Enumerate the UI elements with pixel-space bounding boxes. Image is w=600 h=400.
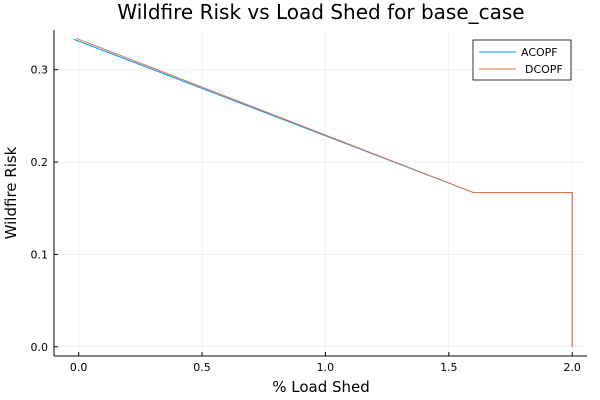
axes xyxy=(53,30,587,357)
legend-label-dcopf: DCOPF xyxy=(525,63,563,76)
chart-title: Wildfire Risk vs Load Shed for base_case xyxy=(117,0,524,24)
x-tick-label: 0.0 xyxy=(70,361,88,374)
y-axis-ticks: 0.0 0.1 0.2 0.3 xyxy=(31,64,58,354)
legend: ACOPF DCOPF xyxy=(472,39,572,81)
series-lines xyxy=(73,37,573,347)
series-line-dcopf xyxy=(76,37,573,347)
y-tick-label: 0.0 xyxy=(31,341,49,354)
x-tick-label: 0.5 xyxy=(193,361,211,374)
x-tick-label: 1.5 xyxy=(440,361,458,374)
x-tick-label: 1.0 xyxy=(317,361,335,374)
x-tick-label: 2.0 xyxy=(563,361,581,374)
plot-area: 0.0 0.5 1.0 1.5 2.0 0.0 0.1 0.2 0.3 xyxy=(31,30,587,374)
y-tick-label: 0.2 xyxy=(31,156,49,169)
x-axis-title: % Load Shed xyxy=(272,378,370,396)
x-axis-ticks: 0.0 0.5 1.0 1.5 2.0 xyxy=(70,352,581,374)
y-tick-label: 0.3 xyxy=(31,64,49,77)
legend-box xyxy=(472,39,572,81)
legend-label-acopf: ACOPF xyxy=(521,46,558,59)
y-axis-title: Wildfire Risk xyxy=(2,146,20,239)
y-tick-label: 0.1 xyxy=(31,248,49,261)
